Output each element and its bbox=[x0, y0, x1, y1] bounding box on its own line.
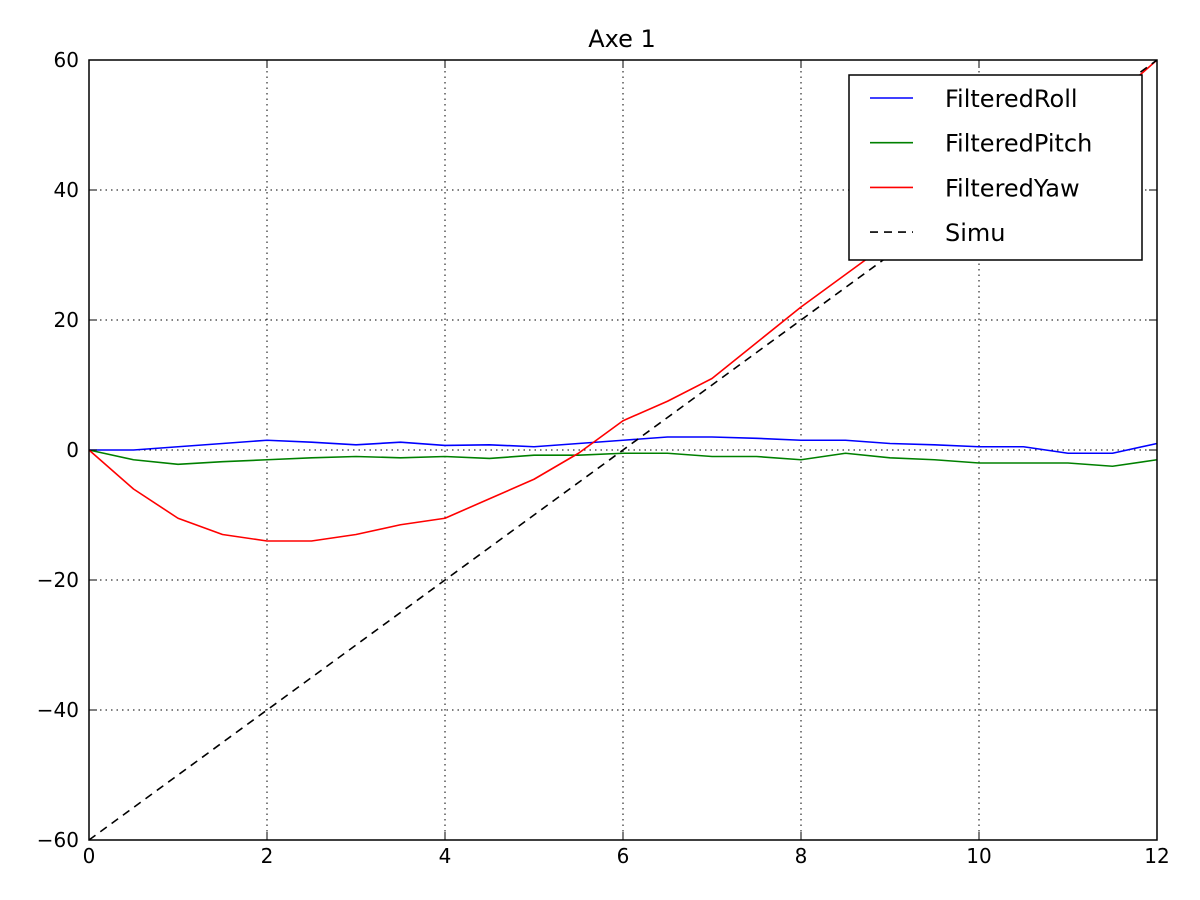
x-tick-label: 2 bbox=[261, 844, 274, 868]
series-line-filteredpitch bbox=[88, 449, 1158, 468]
y-tick-label: −40 bbox=[37, 698, 79, 722]
ticks: 0 2 4 6 8 10 12 −60 −40 −20 0 20 40 60 bbox=[37, 48, 1170, 868]
y-tick-label: −20 bbox=[37, 568, 79, 592]
legend: FilteredRoll FilteredPitch FilteredYaw Simu bbox=[848, 74, 1143, 261]
legend-box bbox=[848, 74, 1143, 261]
y-tick-label: 40 bbox=[54, 178, 79, 202]
x-tick-label: 6 bbox=[617, 844, 630, 868]
legend-label-filteredyaw: FilteredYaw bbox=[945, 174, 1080, 202]
x-tick-label: 10 bbox=[966, 844, 991, 868]
legend-label-filteredpitch: FilteredPitch bbox=[945, 130, 1092, 158]
x-tick-label: 0 bbox=[83, 844, 96, 868]
x-tick-label: 4 bbox=[439, 844, 452, 868]
series-line-filteredroll bbox=[89, 436, 1158, 455]
y-tick-label: 20 bbox=[54, 308, 79, 332]
y-tick-label: −60 bbox=[37, 828, 79, 852]
y-tick-label: 0 bbox=[66, 438, 79, 462]
chart-title: Axe 1 bbox=[588, 25, 656, 53]
x-tick-label: 12 bbox=[1144, 844, 1169, 868]
legend-label-filteredroll: FilteredRoll bbox=[945, 85, 1078, 113]
x-tick-label: 8 bbox=[795, 844, 808, 868]
series-line-simu bbox=[88, 59, 1158, 841]
legend-label-simu: Simu bbox=[945, 219, 1006, 247]
y-tick-label: 60 bbox=[54, 48, 79, 72]
